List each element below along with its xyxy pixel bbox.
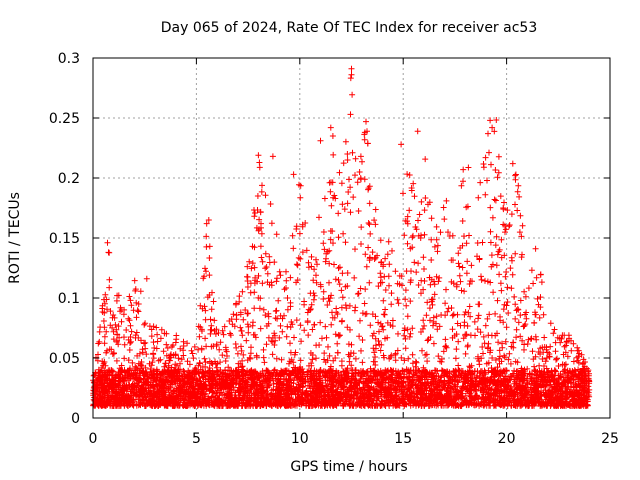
chart-title: Day 065 of 2024, Rate Of TEC Index for r…	[161, 20, 537, 36]
x-tick-label: 5	[192, 431, 201, 447]
y-tick-label: 0.25	[49, 111, 80, 127]
y-tick-label: 0.3	[58, 51, 80, 67]
y-axis-label: ROTI / TECUs	[7, 192, 23, 284]
y-tick-label: 0	[71, 411, 80, 427]
y-tick-label: 0.15	[49, 231, 80, 247]
x-tick-label: 0	[89, 431, 98, 447]
y-tick-label: 0.1	[58, 291, 80, 307]
x-tick-label: 20	[498, 431, 516, 447]
y-tick-label: 0.05	[49, 351, 80, 367]
x-tick-label: 10	[291, 431, 309, 447]
x-tick-label: 25	[601, 431, 619, 447]
x-tick-label: 15	[394, 431, 412, 447]
y-tick-label: 0.2	[58, 171, 80, 187]
x-axis-label: GPS time / hours	[290, 459, 407, 475]
data-points	[90, 65, 593, 409]
axis-ticks: 0 5 10 15 20 25 0 0.05 0.1 0.15 0.2 0.25 0.3	[49, 51, 619, 447]
roti-point-markers	[90, 65, 593, 409]
grid-lines	[93, 58, 610, 418]
